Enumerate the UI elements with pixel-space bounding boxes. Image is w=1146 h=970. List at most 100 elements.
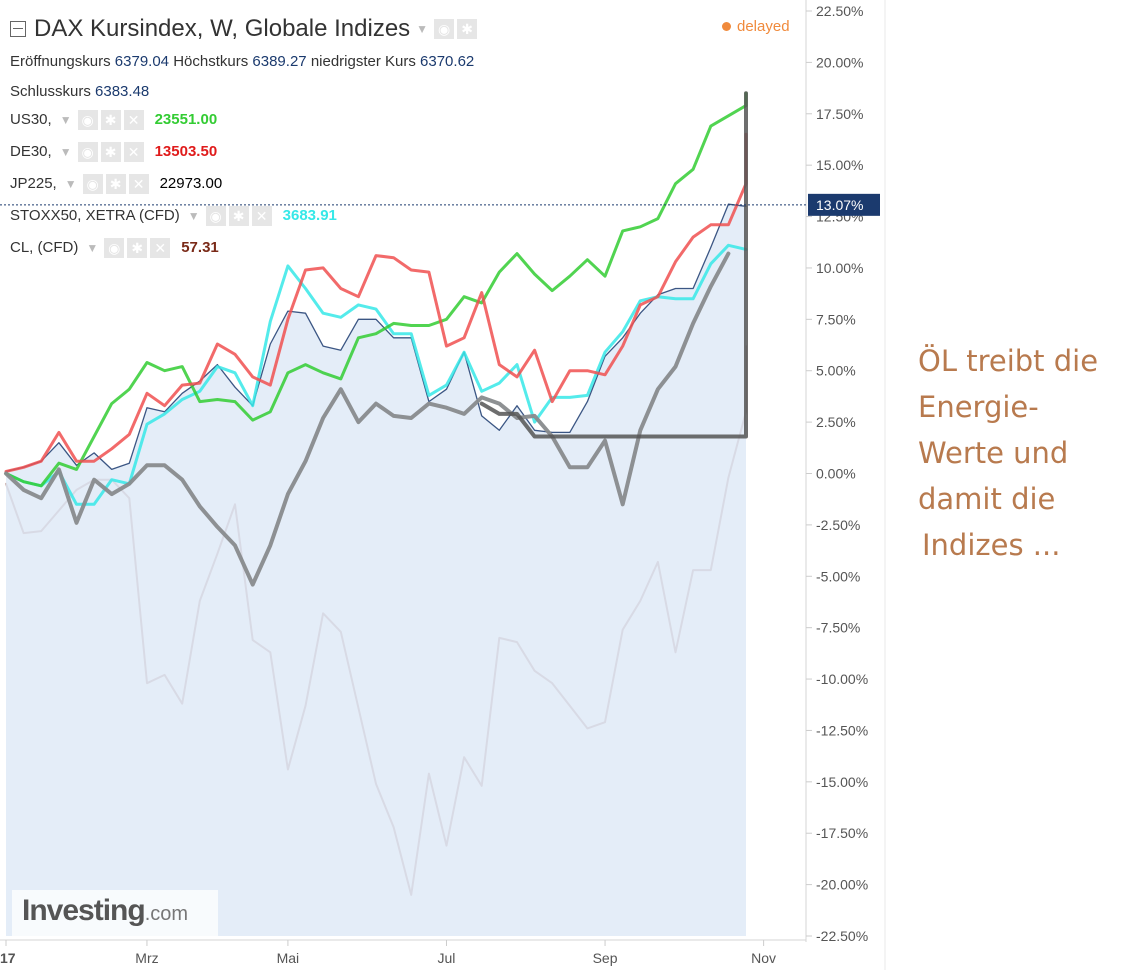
series-line-de30-	[4, 132, 748, 473]
y-axis[interactable]: 22.50%20.00%17.50%15.00%12.50%10.00%7.50…	[806, 3, 868, 944]
series-line-jp225-recent	[479, 91, 748, 439]
annotation-text: ÖL treibt die Energie- Werte und damit d…	[918, 338, 1138, 568]
current-price-marker: 13.07%	[0, 193, 880, 216]
legend-name: STOXX50, XETRA (CFD)	[10, 207, 180, 224]
chevron-down-icon[interactable]: ▼	[64, 177, 77, 191]
close-icon[interactable]: ✕	[251, 206, 272, 226]
delayed-badge: delayed	[722, 18, 790, 35]
y-tick-label: -20.00%	[816, 877, 868, 893]
eye-icon[interactable]: ◉	[104, 238, 125, 258]
annotation-line: damit die	[918, 482, 1056, 516]
legend-row-cl[interactable]: CL, (CFD) ▼ ◉ ✱ ✕ 57.31	[10, 232, 480, 264]
eye-icon[interactable]: ◉	[434, 19, 455, 39]
legend-value: 3683.91	[282, 207, 337, 224]
close-icon[interactable]: ✕	[128, 174, 149, 194]
y-tick-label: 15.00%	[816, 157, 863, 173]
close-icon[interactable]: ✕	[150, 238, 171, 258]
chevron-down-icon[interactable]: ▼	[86, 241, 99, 255]
legend-row-de30[interactable]: DE30, ▼ ◉ ✱ ✕ 13503.50	[10, 136, 480, 168]
current-price-box	[808, 193, 880, 216]
y-tick-label: 20.00%	[816, 54, 863, 70]
legend-name: DE30,	[10, 143, 52, 160]
investing-logo: Investing.com	[12, 890, 218, 936]
x-tick-label: 17	[0, 950, 16, 966]
legend-value: 57.31	[181, 239, 219, 256]
chevron-down-icon[interactable]: ▼	[416, 22, 429, 36]
eye-icon[interactable]: ◉	[205, 206, 226, 226]
series-line-us30-	[4, 91, 748, 488]
y-tick-label: 17.50%	[816, 106, 863, 122]
x-axis[interactable]: 17 Mrz Mai Jul Sep Nov	[0, 940, 776, 966]
y-tick-label: -17.50%	[816, 825, 868, 841]
x-tick-label: Mrz	[135, 950, 158, 966]
chevron-down-icon[interactable]: ▼	[187, 209, 200, 223]
y-tick-label: -7.50%	[816, 620, 860, 636]
legend-value: 22973.00	[159, 175, 223, 192]
x-tick-label: Jul	[438, 950, 456, 966]
close-icon[interactable]: ✕	[123, 142, 144, 162]
close-row: Schlusskurs 6383.48	[10, 80, 480, 104]
series-line-dax-kursindex	[5, 203, 747, 473]
y-tick-label: -15.00%	[816, 774, 868, 790]
y-tick-label: -12.50%	[816, 722, 868, 738]
logo-suffix: .com	[144, 903, 189, 925]
annotation-line: Energie-	[918, 390, 1039, 424]
y-tick-label: -2.50%	[816, 517, 860, 533]
legend-value: 13503.50	[154, 143, 218, 160]
legend-name: CL, (CFD)	[10, 239, 79, 256]
y-tick-label: -5.00%	[816, 568, 860, 584]
gear-icon[interactable]: ✱	[228, 206, 249, 226]
chart-title: DAX Kursindex, W, Globale Indizes	[34, 15, 411, 42]
status-dot-icon	[722, 22, 731, 31]
y-tick-label: -10.00%	[816, 671, 868, 687]
gear-icon[interactable]: ✱	[100, 142, 121, 162]
legend-name: JP225,	[10, 175, 57, 192]
gear-icon[interactable]: ✱	[127, 238, 148, 258]
gear-icon[interactable]: ✱	[105, 174, 126, 194]
low-label: niedrigster Kurs	[310, 53, 416, 70]
y-tick-label: 22.50%	[816, 3, 863, 19]
annotation-line: ÖL treibt die	[918, 344, 1099, 378]
low-value: 6370.62	[420, 53, 475, 70]
chart-legend: DAX Kursindex, W, Globale Indizes ▼ ◉ ✱ …	[10, 14, 480, 264]
ohlc-row: Eröffnungskurs 6379.04 Höchstkurs 6389.2…	[10, 50, 480, 74]
open-label: Eröffnungskurs	[10, 53, 111, 70]
y-tick-label: 0.00%	[816, 466, 856, 482]
collapse-icon[interactable]	[10, 21, 26, 37]
delayed-label: delayed	[737, 18, 790, 35]
legend-row-us30[interactable]: US30, ▼ ◉ ✱ ✕ 23551.00	[10, 104, 480, 136]
chart-title-row: DAX Kursindex, W, Globale Indizes ▼ ◉ ✱	[10, 14, 480, 44]
x-tick-label: Sep	[593, 950, 618, 966]
y-tick-label: 10.00%	[816, 260, 863, 276]
series-layer	[4, 91, 748, 936]
gear-icon[interactable]: ✱	[457, 19, 478, 39]
logo-text: Investing.com	[22, 894, 188, 928]
close-label: Schlusskurs	[10, 83, 91, 100]
high-value: 6389.27	[252, 53, 307, 70]
legend-name: US30,	[10, 111, 52, 128]
high-label: Höchstkurs	[173, 53, 249, 70]
x-tick-label: Nov	[751, 950, 776, 966]
eye-icon[interactable]: ◉	[77, 110, 98, 130]
legend-row-stoxx50[interactable]: STOXX50, XETRA (CFD) ▼ ◉ ✱ ✕ 3683.91	[10, 200, 480, 232]
y-tick-label: 5.00%	[816, 363, 856, 379]
annotation-line: Werte und	[918, 436, 1069, 470]
current-price-label: 13.07%	[816, 197, 863, 213]
close-icon[interactable]: ✕	[123, 110, 144, 130]
open-value: 6379.04	[114, 53, 170, 70]
logo-brand: Investing	[22, 894, 146, 927]
x-tick-label: Mai	[277, 950, 300, 966]
chevron-down-icon[interactable]: ▼	[59, 113, 72, 127]
y-tick-label: -22.50%	[816, 928, 868, 944]
legend-row-jp225[interactable]: JP225, ▼ ◉ ✱ ✕ 22973.00	[10, 168, 480, 200]
eye-icon[interactable]: ◉	[82, 174, 103, 194]
legend-value: 23551.00	[154, 111, 218, 128]
eye-icon[interactable]: ◉	[77, 142, 98, 162]
annotation-line: Indizes ...	[922, 528, 1061, 562]
y-tick-label: 2.50%	[816, 414, 856, 430]
gear-icon[interactable]: ✱	[100, 110, 121, 130]
chevron-down-icon[interactable]: ▼	[59, 145, 72, 159]
series-line-jp225-	[4, 251, 731, 587]
close-value: 6383.48	[95, 83, 150, 100]
